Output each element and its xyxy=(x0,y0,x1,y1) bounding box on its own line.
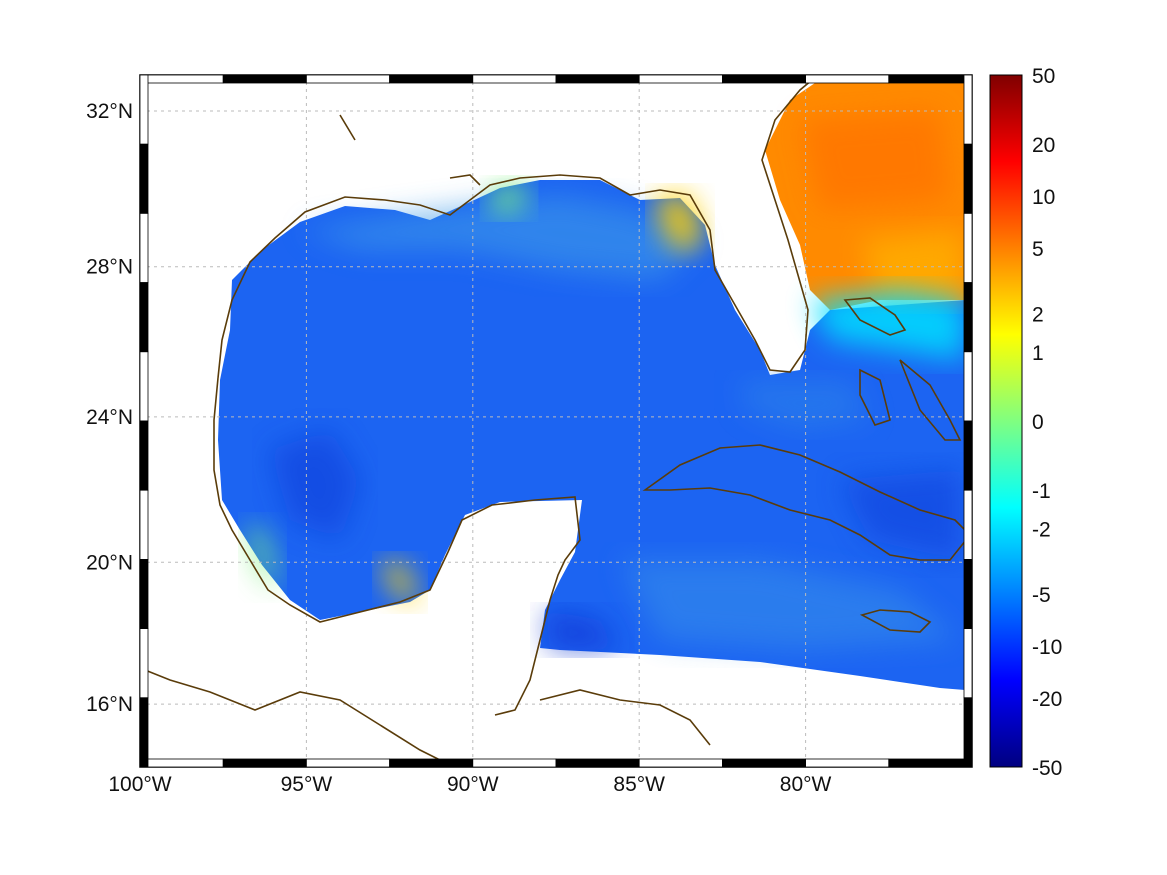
frame-segment-right xyxy=(963,282,973,353)
lat-tick-label: 24°N xyxy=(86,406,133,429)
coastline-gulf-north xyxy=(217,75,819,379)
frame-segment-bottom xyxy=(389,758,474,768)
frame-segment-right xyxy=(963,489,973,560)
frame-segment-top xyxy=(139,74,224,84)
coastline-mexico xyxy=(213,377,581,716)
frame-segment-left xyxy=(139,697,149,768)
frame-segment-bottom xyxy=(222,758,307,768)
frame-segment-top xyxy=(638,74,723,84)
island-cuba xyxy=(642,444,972,561)
colorbar-tick-label: -2 xyxy=(1032,518,1051,541)
graticule xyxy=(140,75,972,767)
frame-segment-top xyxy=(472,74,557,84)
lat-tick-label: 16°N xyxy=(86,693,133,716)
colorbar-tick-label: -20 xyxy=(1032,688,1062,711)
lon-tick-label: 90°W xyxy=(447,773,499,796)
frame-segment-left xyxy=(139,489,149,560)
frame-segment-left xyxy=(139,74,149,145)
frame-segment-top xyxy=(305,74,390,84)
frame-segment-bottom xyxy=(722,758,807,768)
frame-segment-left xyxy=(139,628,149,699)
frame-segment-top xyxy=(222,74,307,84)
colorbar-tick-label: 50 xyxy=(1032,65,1055,88)
colorbar-tick-label: -50 xyxy=(1032,757,1062,780)
frame-segment-left xyxy=(139,420,149,491)
lat-tick-labels: 32°N 28°N 24°N 20°N 16°N xyxy=(86,100,133,716)
lat-tick-label: 32°N xyxy=(86,100,133,123)
colorbar-tick-label: 5 xyxy=(1032,238,1044,261)
frame-segment-right xyxy=(963,212,973,283)
frame-segment-right xyxy=(963,628,973,699)
frame-segment-left xyxy=(139,282,149,353)
lon-tick-label: 85°W xyxy=(613,773,665,796)
frame-segment-bottom xyxy=(888,758,973,768)
island-jamaica xyxy=(859,609,932,633)
frame-segment-bottom xyxy=(305,758,390,768)
colorbar-tick-label: 1 xyxy=(1032,342,1044,365)
island-bahamas xyxy=(843,297,962,441)
frame-segment-left xyxy=(139,143,149,214)
frame-segment-bottom xyxy=(805,758,890,768)
frame-segment-right xyxy=(963,420,973,491)
coastline-central-america xyxy=(140,667,451,766)
frame-segment-top xyxy=(555,74,640,84)
colorbar-tick-label: -10 xyxy=(1032,636,1062,659)
colorbar-tick-label: 10 xyxy=(1032,186,1055,209)
frame-segment-right xyxy=(963,559,973,630)
colorbar-tick-label: 20 xyxy=(1032,134,1055,157)
colorbar-tick-label: 2 xyxy=(1032,304,1044,327)
colorbar-tick-label: -5 xyxy=(1032,584,1051,607)
colorbar-tick-label: 0 xyxy=(1032,411,1044,434)
frame-segment-left xyxy=(139,559,149,630)
lon-tick-label: 80°W xyxy=(780,773,832,796)
frame-segment-top xyxy=(888,74,973,84)
colorbar-tick-label: -1 xyxy=(1032,480,1051,503)
frame-segment-top xyxy=(805,74,890,84)
coastline-honduras xyxy=(539,689,711,746)
coastlines xyxy=(140,75,972,766)
frame-ticks xyxy=(139,74,973,768)
lat-tick-label: 20°N xyxy=(86,551,133,574)
lat-tick-label: 28°N xyxy=(86,256,133,279)
frame-segment-bottom xyxy=(638,758,723,768)
frame-segment-bottom xyxy=(555,758,640,768)
frame-segment-top xyxy=(722,74,807,84)
lon-tick-labels: 100°W 95°W 90°W 85°W 80°W xyxy=(108,773,831,796)
colorbar xyxy=(989,74,1023,768)
lon-tick-label: 95°W xyxy=(281,773,333,796)
frame-segment-left xyxy=(139,212,149,283)
frame-segment-right xyxy=(963,351,973,422)
frame-segment-bottom xyxy=(139,758,224,768)
frame-segment-right xyxy=(963,74,973,145)
frame-segment-right xyxy=(963,143,973,214)
frame-segment-right xyxy=(963,697,973,768)
frame-segment-left xyxy=(139,351,149,422)
lon-tick-label: 100°W xyxy=(108,773,171,796)
frame-segment-bottom xyxy=(472,758,557,768)
frame-segment-top xyxy=(389,74,474,84)
